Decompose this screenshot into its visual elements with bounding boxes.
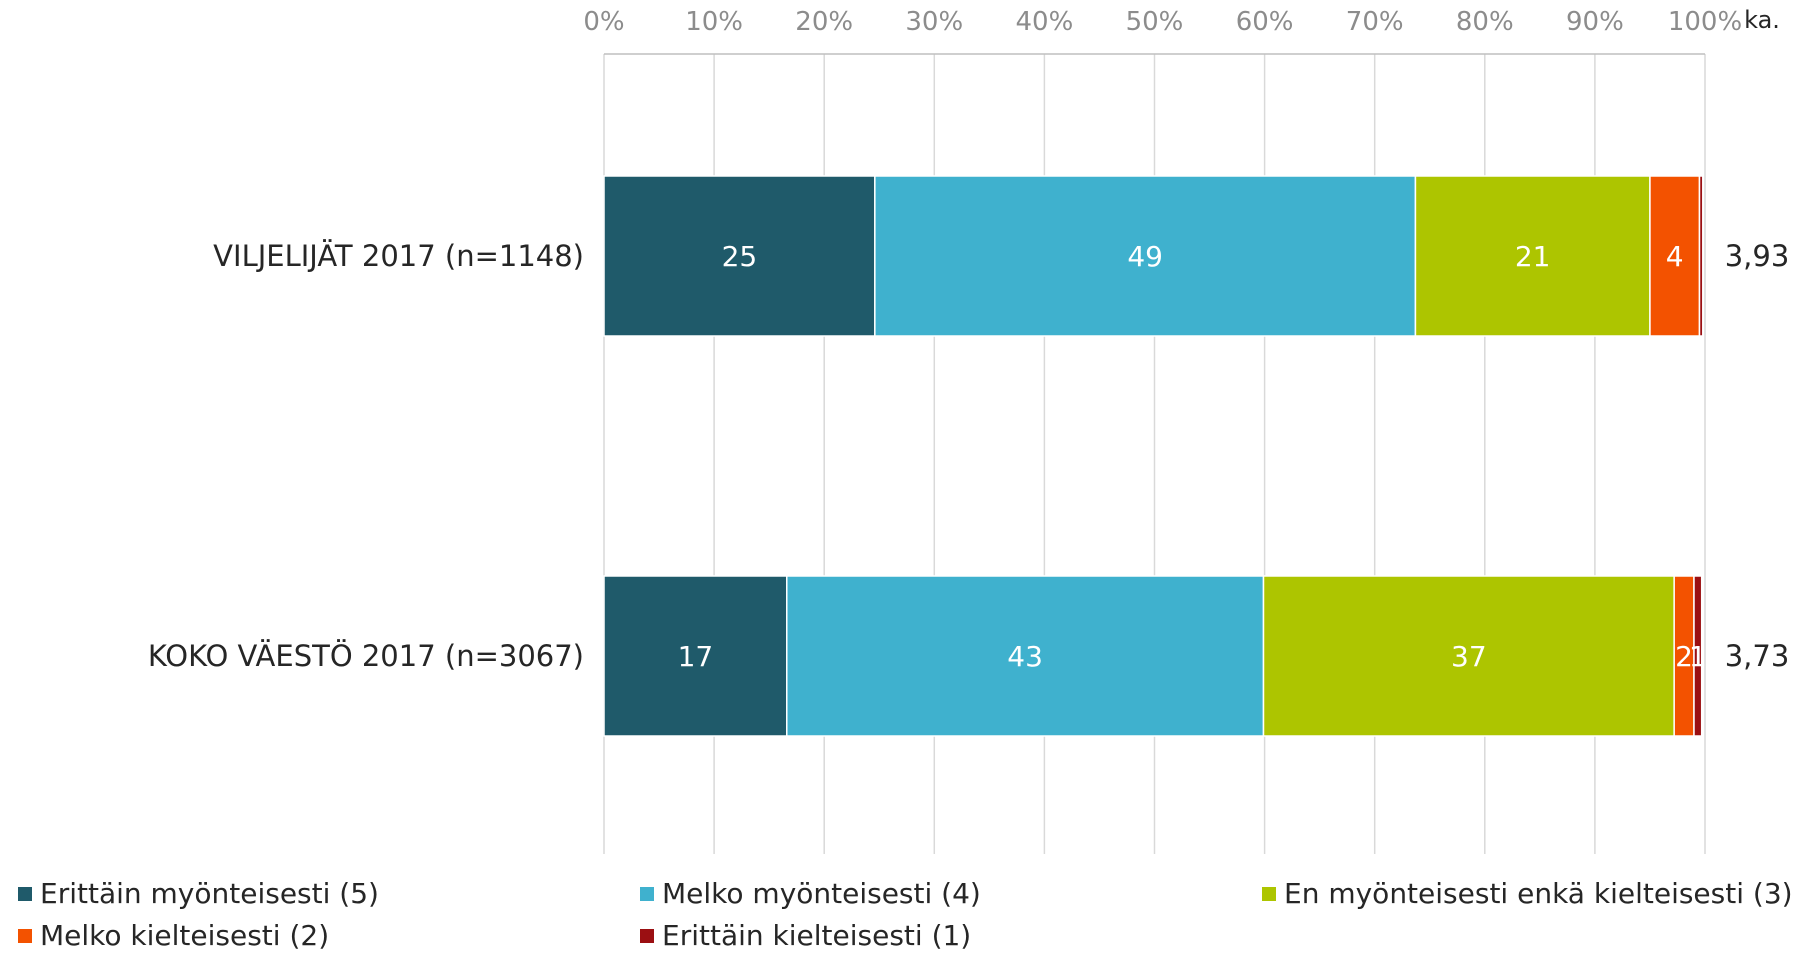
- data-label: 1: [1689, 640, 1707, 673]
- x-tick-label: 40%: [1016, 7, 1074, 37]
- data-label: 49: [1127, 240, 1163, 273]
- mean-header: ka.: [1744, 6, 1780, 34]
- x-tick-label: 90%: [1566, 7, 1624, 37]
- legend-swatch: [640, 887, 654, 901]
- x-tick-label: 60%: [1236, 7, 1294, 37]
- x-tick-label: 50%: [1126, 7, 1184, 37]
- mean-value: 3,73: [1725, 639, 1790, 673]
- legend-label: Erittäin kielteisesti (1): [662, 919, 971, 952]
- data-label: 2: [1675, 640, 1693, 673]
- x-tick-label: 80%: [1456, 7, 1514, 37]
- x-tick-label: 0%: [583, 7, 624, 37]
- bar-segment: [786, 575, 1265, 737]
- mean-values: ka. 3,93 3,73: [1725, 6, 1790, 673]
- bar-segment: [1698, 175, 1704, 337]
- legend: Erittäin myönteisesti (5) Melko myönteise…: [18, 877, 1793, 952]
- category-labels: VILJELIJÄT 2017 (n=1148) KOKO VÄESTÖ 2017…: [148, 239, 584, 673]
- bar-segment: [874, 175, 1417, 337]
- legend-swatch: [640, 929, 654, 943]
- legend-label: Melko myönteisesti (4): [662, 877, 981, 910]
- bar-segment: [1649, 175, 1701, 337]
- x-axis: 0% 10% 20% 30% 40% 50% 60% 70% 80% 90% 100%: [583, 7, 1742, 55]
- legend-swatch: [1262, 887, 1276, 901]
- data-label: 43: [1007, 640, 1043, 673]
- category-label: VILJELIJÄT 2017 (n=1148): [213, 239, 584, 273]
- bar-segment: [603, 175, 876, 337]
- data-label: 25: [722, 240, 758, 273]
- x-tick-label: 100%: [1668, 7, 1742, 37]
- data-label: 17: [678, 640, 714, 673]
- legend-swatch: [18, 929, 32, 943]
- legend-label: Melko kielteisesti (2): [40, 919, 329, 952]
- legend-label: En myönteisesti enkä kielteisesti (3): [1284, 877, 1793, 910]
- x-tick-label: 10%: [685, 7, 743, 37]
- legend-swatch: [18, 887, 32, 901]
- x-tick-label: 30%: [905, 7, 963, 37]
- bar-segment: [1693, 575, 1703, 737]
- category-label: KOKO VÄESTÖ 2017 (n=3067): [148, 639, 584, 673]
- data-label: 4: [1666, 240, 1684, 273]
- bar-segment: [1414, 175, 1651, 337]
- x-tick-label: 70%: [1346, 7, 1404, 37]
- mean-value: 3,93: [1725, 239, 1790, 273]
- bar-segment: [1262, 575, 1675, 737]
- bars: 25 49 21 4 17 43 37 21: [603, 175, 1707, 737]
- x-tick-label: 20%: [795, 7, 853, 37]
- legend-label: Erittäin myönteisesti (5): [40, 877, 379, 910]
- data-label: 21: [1515, 240, 1551, 273]
- data-label: 37: [1451, 640, 1487, 673]
- bar-segment: [603, 575, 788, 737]
